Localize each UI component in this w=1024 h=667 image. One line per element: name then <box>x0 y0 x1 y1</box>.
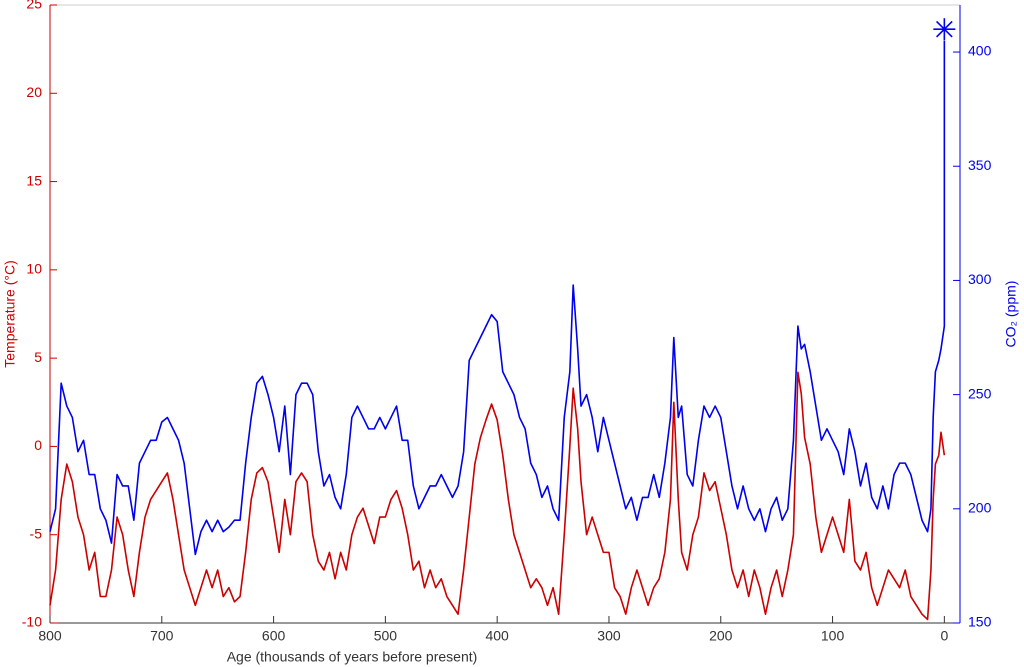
x-tick-label: 600 <box>262 628 286 644</box>
series-line <box>49 40 946 556</box>
x-tick-label: 700 <box>150 628 174 644</box>
y2-tick-label: 250 <box>968 385 992 401</box>
asterisk-stroke <box>936 20 953 38</box>
x-axis-label: Age (thousands of years before present) <box>227 649 478 665</box>
y-tick-label: 15 <box>26 172 42 188</box>
y2-tick-label: 200 <box>968 500 992 516</box>
x-tick-label: 400 <box>485 628 509 644</box>
x-tick-label: 0 <box>940 628 948 644</box>
x-tick-label: 200 <box>709 628 733 644</box>
asterisk-marker <box>933 18 956 41</box>
y-tick-label: 0 <box>34 437 42 453</box>
y-tick-label: -5 <box>30 525 43 541</box>
y-tick-label: -10 <box>22 614 42 630</box>
y-tick-label: 5 <box>34 349 42 365</box>
x-tick-label: 500 <box>374 628 398 644</box>
y-tick-label: 20 <box>26 84 42 100</box>
y2-axis-label: CO₂ (ppm) <box>1003 281 1019 348</box>
y2-tick-label: 300 <box>968 271 992 287</box>
y2-tick-label: 150 <box>968 614 992 630</box>
series-line <box>49 371 946 621</box>
y-tick-label: 10 <box>26 261 42 277</box>
y-axis-label: Temperature (°C) <box>2 260 18 368</box>
y-tick-label: 25 <box>26 0 42 12</box>
x-tick-label: 800 <box>38 628 62 644</box>
x-tick-label: 300 <box>597 628 621 644</box>
x-tick-label: 100 <box>821 628 845 644</box>
y2-tick-label: 350 <box>968 157 992 173</box>
y2-tick-label: 400 <box>968 43 992 59</box>
